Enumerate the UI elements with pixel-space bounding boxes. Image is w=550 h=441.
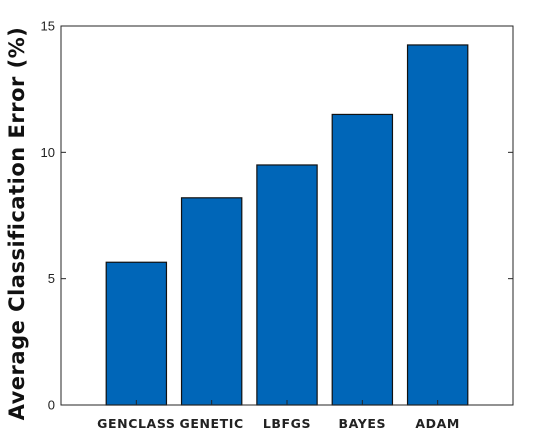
bar-genclass <box>105 261 168 406</box>
y-tick-label: 10 <box>41 145 55 160</box>
x-tick-label: LBFGS <box>263 416 311 431</box>
y-tick-label: 15 <box>41 19 55 34</box>
bar-lbfgs <box>256 164 318 406</box>
y-tick-label: 5 <box>48 271 55 286</box>
bar-bayes <box>331 113 394 406</box>
y-tick-label: 0 <box>48 398 55 413</box>
bars-group <box>105 44 469 406</box>
y-axis-title: Average Classification Error (%) <box>5 27 29 421</box>
y-ticks-group: 0 5 10 15 <box>41 19 513 413</box>
bar-adam <box>406 44 469 406</box>
bar-genetic <box>180 197 243 406</box>
x-tick-label: ADAM <box>415 416 460 431</box>
x-tick-label: GENETIC <box>179 416 243 431</box>
x-ticks-group: GENCLASS GENETIC LBFGS BAYES ADAM <box>97 400 460 431</box>
x-tick-label: BAYES <box>339 416 387 431</box>
x-tick-label: GENCLASS <box>97 416 175 431</box>
